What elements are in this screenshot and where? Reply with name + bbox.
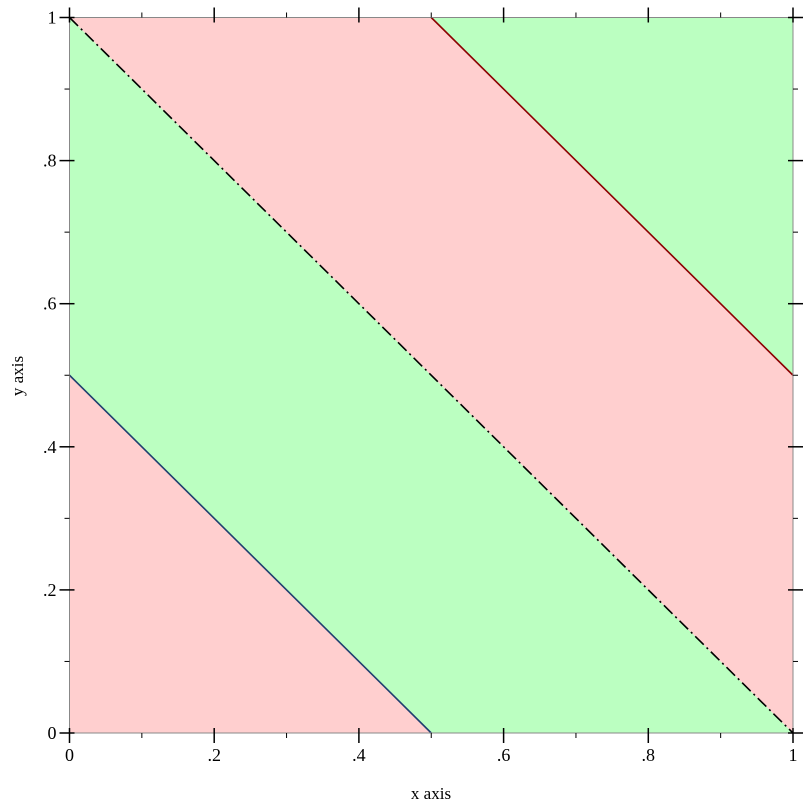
x-tick-label: .8 bbox=[642, 745, 656, 765]
y-tick-label: .2 bbox=[43, 580, 57, 600]
x-tick-label: 1 bbox=[789, 745, 798, 765]
x-axis-label: x axis bbox=[411, 784, 451, 803]
y-tick-label: .6 bbox=[43, 294, 57, 314]
contour-line bbox=[68, 374, 432, 734]
x-tick-label: .6 bbox=[497, 745, 511, 765]
x-tick-label: .2 bbox=[207, 745, 221, 765]
ticks bbox=[59, 7, 803, 743]
x-tick-label: .4 bbox=[352, 745, 366, 765]
contour-line bbox=[430, 16, 794, 376]
contour-lines bbox=[68, 16, 794, 734]
y-tick-label: .8 bbox=[43, 151, 57, 171]
tick-labels: 0 .2 .4 .6 .8 1 0 .2 .4 .6 .8 1 bbox=[43, 8, 798, 766]
y-tick-label: 0 bbox=[48, 723, 57, 743]
y-tick-label: 1 bbox=[48, 8, 57, 28]
x-tick-label: 0 bbox=[65, 745, 74, 765]
contour-line bbox=[68, 16, 794, 734]
y-tick-label: .4 bbox=[43, 437, 57, 457]
y-axis-label: y axis bbox=[8, 356, 27, 396]
